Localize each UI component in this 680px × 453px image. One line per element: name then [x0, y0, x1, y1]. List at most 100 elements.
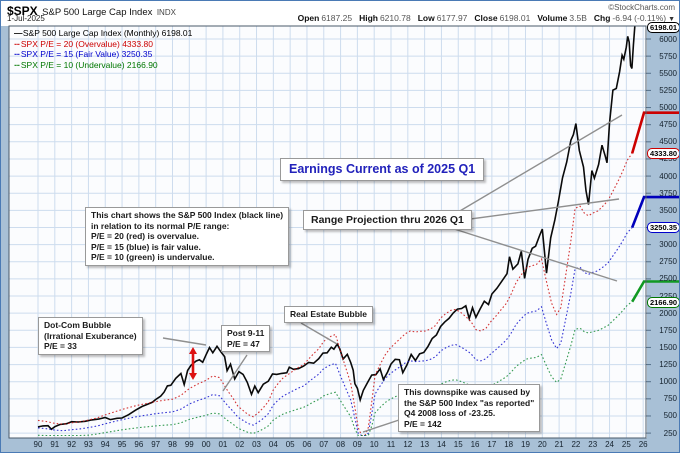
- annotation-line: Range Projection thru 2026 Q1: [311, 214, 464, 226]
- legend-label: SPX P/E = 20 (Overvalue) 4333.80: [20, 38, 153, 49]
- valuation-gap-arrow-icon: [189, 347, 197, 380]
- legend-label: SPX P/E = 10 (Undervalue) 2166.90: [20, 59, 158, 70]
- series-pe: [37, 301, 633, 437]
- annotation-box-info: This chart shows the S&P 500 Index (blac…: [85, 207, 290, 266]
- annotation-line: (Irrational Exuberance): [44, 330, 137, 341]
- annotation-box-realestate: Real Estate Bubble: [284, 306, 373, 323]
- series-pe: [37, 152, 633, 437]
- x-tick-label: 97: [151, 440, 161, 449]
- y-axis-strip: [647, 26, 679, 452]
- exchange-label: INDX: [156, 8, 176, 17]
- y-tick-label: 3000: [659, 240, 677, 250]
- series-pe: [37, 227, 633, 437]
- x-tick-label: 02: [235, 440, 245, 449]
- quote-label-close: Close: [474, 13, 498, 23]
- annotation-box-range: Range Projection thru 2026 Q1: [303, 210, 472, 230]
- x-tick-label: 11: [386, 440, 396, 449]
- index-name: S&P 500 Large Cap Index: [42, 7, 153, 18]
- chg-dropdown-caret[interactable]: ▼: [666, 16, 675, 23]
- left-axis-strip: [1, 26, 9, 452]
- x-tick-label: 16: [470, 440, 480, 449]
- dotted-line-swatch-icon: ···: [14, 38, 21, 49]
- y-tick-label: 1750: [659, 325, 677, 335]
- leader-line: [362, 419, 400, 433]
- y-tick-label: 4500: [659, 137, 677, 147]
- annotation-line: P/E = 33: [44, 341, 77, 351]
- x-tick-label: 23: [588, 440, 598, 449]
- x-tick-label: 18: [504, 440, 514, 449]
- y-tick-label: 1000: [659, 377, 677, 387]
- leader-line: [222, 354, 248, 392]
- annotation-box-post911: Post 9-11 P/E = 47: [221, 325, 271, 352]
- quote-label-volume: Volume: [537, 13, 568, 23]
- x-tick-label: 22: [571, 440, 581, 449]
- x-tick-label: 24: [605, 440, 614, 449]
- annotation-line: Q4 2008 loss of -23.25.: [404, 408, 496, 418]
- annotation-box-downspike: This downspike was caused by the S&P 500 …: [398, 384, 541, 432]
- x-tick-label: 13: [420, 440, 430, 449]
- price-label-4333.80: 4333.80: [647, 148, 679, 160]
- projection-line: [630, 195, 679, 228]
- legend-item-0: — S&P 500 Large Cap Index (Monthly) 6198…: [14, 28, 192, 39]
- x-tick-label: 17: [487, 440, 497, 449]
- y-tick-label: 4000: [659, 171, 677, 181]
- legend-item-1: ··· SPX P/E = 20 (Overvalue) 4333.80: [14, 39, 192, 50]
- quote-value-chg: -6.94 (-0.11%): [612, 13, 667, 23]
- solid-line-swatch-icon: —: [14, 28, 23, 38]
- annotation-line: the S&P 500 Index "as reported": [404, 397, 535, 408]
- annotation-line: This chart shows the S&P 500 Index (blac…: [91, 210, 284, 220]
- annotation-line: P/E = 20 (red) is overvalue.: [91, 231, 199, 241]
- stockcharts-credit-link[interactable]: ©StockCharts.com: [608, 3, 675, 12]
- quote-label-chg: Chg: [593, 13, 611, 23]
- y-tick-label: 250: [663, 428, 677, 438]
- x-axis-strip: [1, 438, 679, 452]
- quote-value-close: 6198.01: [499, 13, 531, 23]
- title-row: $SPX S&P 500 Large Cap Index INDX: [7, 2, 176, 20]
- annotation-box-dotcom: Dot-Com Bubble (Irrational Exuberance) P/E…: [38, 317, 143, 355]
- x-tick-label: 92: [67, 440, 77, 449]
- x-tick-label: 06: [302, 440, 312, 449]
- legend: — S&P 500 Large Cap Index (Monthly) 6198…: [14, 28, 192, 70]
- x-tick-label: 96: [134, 440, 144, 449]
- x-tick-label: 05: [285, 440, 295, 449]
- y-tick-label: 3750: [659, 188, 677, 198]
- x-tick-label: 98: [168, 440, 177, 449]
- x-tick-label: 03: [252, 440, 261, 449]
- x-tick-label: 08: [336, 440, 346, 449]
- price-label-2166.90: 2166.90: [647, 296, 679, 308]
- annotation-line: Post 9-11: [227, 328, 265, 338]
- annotation-line: P/E = 47: [227, 338, 260, 349]
- annotation-line: Real Estate Bubble: [290, 309, 367, 319]
- quote-label-high: High: [359, 13, 378, 23]
- quote-row: Open 6187.25 High 6210.78 Low 6177.97 Close 619…: [291, 13, 675, 23]
- y-tick-label: 750: [663, 394, 677, 404]
- annotation-line: in relation to its normal P/E range:: [91, 220, 230, 231]
- annotation-line: P/E = 15 (blue) is fair value.: [91, 241, 201, 252]
- y-tick-label: 5250: [659, 85, 677, 95]
- x-tick-label: 95: [117, 440, 127, 449]
- dotted-line-swatch-icon: ···: [14, 59, 21, 70]
- price-label-3250.35: 3250.35: [647, 222, 679, 234]
- annotation-line: P/E = 142: [404, 418, 442, 429]
- x-tick-label: 90: [33, 440, 43, 449]
- legend-label: SPX P/E = 15 (Fair Value) 3250.35: [20, 49, 153, 59]
- dotted-line-swatch-icon: ···: [14, 49, 21, 59]
- quote-value-low: 6177.97: [436, 13, 468, 23]
- x-tick-label: 99: [184, 440, 194, 449]
- y-tick-label: 500: [663, 411, 677, 421]
- x-tick-label: 21: [554, 440, 564, 449]
- y-tick-label: 4750: [659, 120, 677, 130]
- y-tick-label: 3500: [659, 205, 677, 215]
- annotation-line: This downspike was caused by: [404, 387, 531, 397]
- quote-label-low: Low: [417, 13, 435, 23]
- x-tick-label: 19: [521, 440, 530, 449]
- leader-line: [162, 337, 207, 346]
- x-tick-label: 00: [201, 440, 211, 449]
- y-tick-label: 5500: [659, 68, 677, 78]
- y-tick-label: 5750: [659, 51, 677, 61]
- annotation-box-earnings: Earnings Current as of 2025 Q1: [280, 158, 485, 181]
- x-tick-label: 14: [436, 440, 446, 449]
- x-tick-label: 94: [100, 440, 110, 449]
- x-tick-label: 25: [621, 440, 631, 449]
